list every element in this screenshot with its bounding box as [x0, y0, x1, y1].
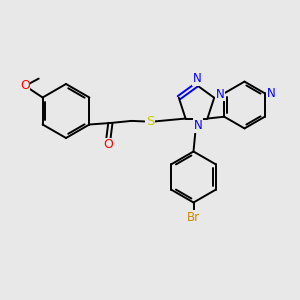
Text: N: N [192, 72, 201, 86]
Text: S: S [146, 115, 154, 128]
Text: N: N [267, 87, 276, 100]
Text: O: O [103, 138, 113, 152]
Text: Br: Br [187, 211, 200, 224]
Text: N: N [194, 119, 202, 132]
Text: N: N [216, 88, 225, 101]
Text: O: O [20, 79, 30, 92]
